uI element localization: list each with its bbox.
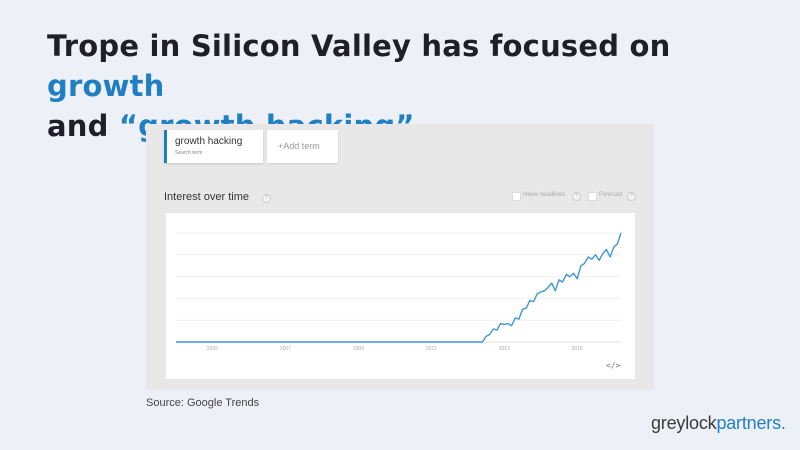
embed-code-icon[interactable]: </> [606,361,621,370]
forecast-checkbox[interactable] [588,192,597,201]
title-part2: and [47,109,119,143]
news-headlines-label: News headlines [523,192,566,198]
forecast-help-icon[interactable]: ? [627,192,636,201]
interest-chart: 2005 2007 2009 2011 2013 2015 [166,213,635,379]
forecast-label: Forecast [599,192,623,198]
news-headlines-checkbox[interactable] [512,192,521,201]
x-tick-label: 2007 [280,346,291,352]
x-tick-label: 2009 [353,346,364,352]
logo-greylock: greylock [651,413,717,433]
x-tick-label: 2015 [572,346,583,352]
search-term-caption: Search term [175,150,203,156]
google-trends-panel: growth hacking Search term +Add term Int… [146,124,654,390]
greylock-partners-logo: greylockpartners. [651,413,786,434]
logo-partners: partners. [716,413,786,433]
news-help-icon[interactable]: ? [572,192,581,201]
x-tick-label: 2011 [426,346,437,352]
interest-over-time-heading: Interest over time [164,191,249,203]
x-tick-label: 2013 [499,346,510,352]
title-part1: Trope in Silicon Valley has focused on [47,29,671,63]
search-term-chip[interactable]: growth hacking Search term [164,130,263,163]
search-term-label: growth hacking [175,136,243,147]
add-term-button[interactable]: +Add term [267,130,338,163]
help-icon[interactable]: ? [262,194,271,203]
x-tick-label: 2005 [207,346,218,352]
source-caption: Source: Google Trends [146,397,260,409]
title-growth: growth [47,69,165,103]
interest-chart-svg: 2005 2007 2009 2011 2013 2015 [176,232,622,352]
series-line-growth-hacking [176,232,622,343]
